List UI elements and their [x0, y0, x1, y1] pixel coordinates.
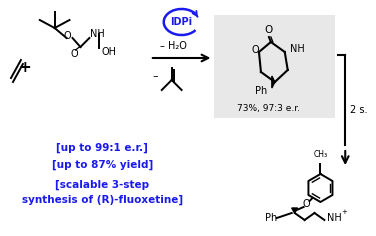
Text: O: O — [265, 25, 273, 35]
Polygon shape — [272, 76, 275, 88]
Text: O: O — [71, 49, 78, 59]
Text: O: O — [303, 199, 310, 209]
Text: CH₃: CH₃ — [313, 150, 327, 159]
Text: OH: OH — [101, 47, 116, 57]
Text: Ph: Ph — [265, 213, 277, 223]
Text: NH: NH — [327, 213, 342, 223]
Text: +: + — [341, 209, 347, 215]
Text: NH: NH — [90, 29, 105, 39]
Text: Ph: Ph — [255, 86, 267, 96]
Text: [up to 87% yield]: [up to 87% yield] — [52, 160, 153, 170]
Text: [up to 99:1 e.r.]: [up to 99:1 e.r.] — [56, 143, 148, 153]
Text: 73%, 97:3 e.r.: 73%, 97:3 e.r. — [237, 104, 300, 113]
Text: IDPi: IDPi — [171, 17, 193, 27]
Text: O: O — [64, 31, 71, 41]
Text: 2 s.: 2 s. — [350, 105, 368, 115]
Text: NH: NH — [290, 44, 305, 54]
Text: +: + — [18, 60, 31, 76]
Polygon shape — [292, 208, 298, 213]
Text: O: O — [251, 45, 259, 55]
Bar — [214, 15, 335, 118]
Text: [scalable 3-step: [scalable 3-step — [55, 180, 149, 190]
Text: –: – — [152, 71, 158, 81]
Text: synthesis of (R)-fluoxetine]: synthesis of (R)-fluoxetine] — [22, 195, 183, 205]
Text: – H₂O: – H₂O — [160, 41, 187, 51]
